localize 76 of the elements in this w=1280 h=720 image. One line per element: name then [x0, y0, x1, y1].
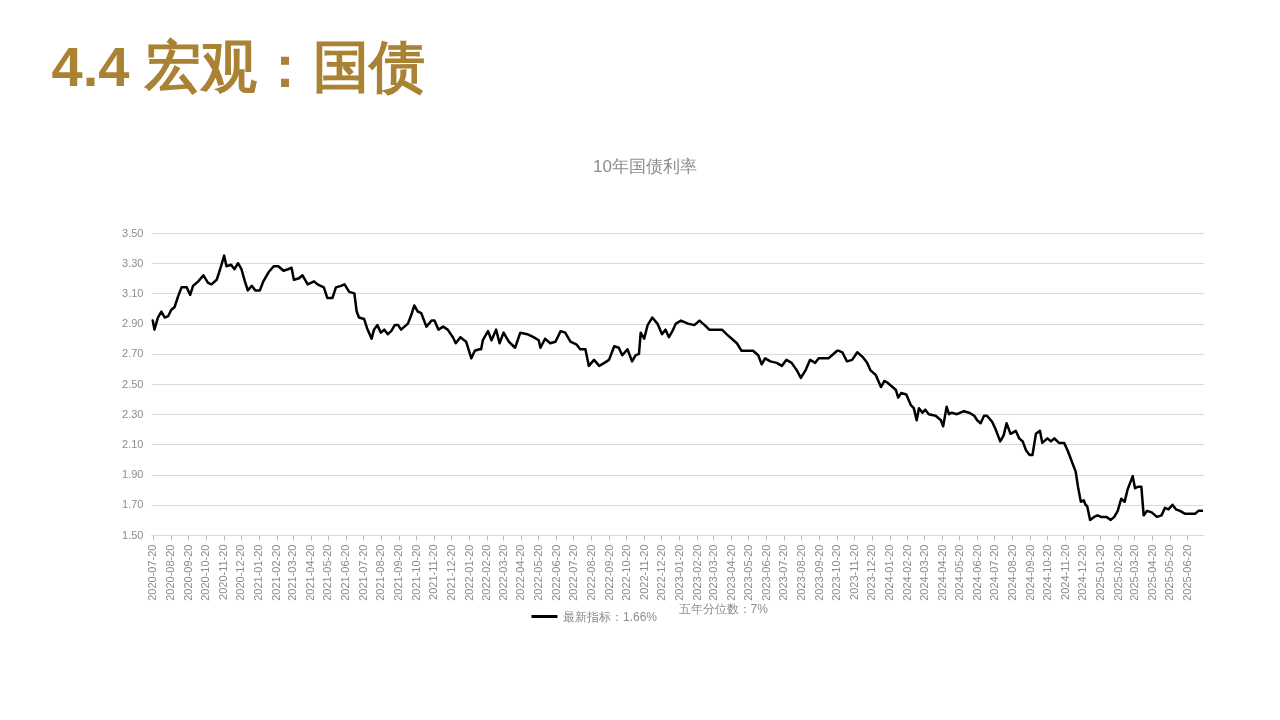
x-tick-label: 2024-12-20	[1076, 544, 1089, 601]
x-tick-label: 2023-11-20	[847, 544, 860, 600]
x-tick-label: 2023-06-20	[759, 544, 772, 601]
x-tick-label: 2023-02-20	[690, 544, 703, 601]
x-tick-label: 2023-12-20	[865, 544, 878, 601]
x-tick-label: 2023-09-20	[812, 544, 825, 601]
x-tick-label: 2023-04-20	[724, 544, 737, 601]
x-tick-label: 2022-05-20	[531, 544, 544, 601]
x-tick-label: 2021-04-20	[304, 544, 317, 601]
chart-title: 4.4 宏观：国债	[51, 35, 425, 98]
x-tick-label: 2020-10-20	[199, 544, 212, 601]
x-tick-label: 2025-01-20	[1093, 544, 1106, 601]
x-tick-label: 2021-02-20	[270, 544, 283, 601]
x-tick-label: 2020-07-20	[146, 544, 159, 601]
x-tick-label: 2023-01-20	[672, 544, 685, 601]
x-tick-label: 2021-01-20	[252, 544, 265, 601]
y-tick-label: 1.50	[122, 528, 144, 541]
x-tick-label: 2021-08-20	[374, 544, 387, 601]
x-tick-label: 2021-07-20	[356, 544, 369, 601]
x-tick-label: 2021-12-20	[444, 544, 457, 601]
y-tick-label: 1.70	[122, 498, 144, 511]
x-tick-label: 2024-07-20	[987, 544, 1000, 601]
x-tick-label: 2021-11-20	[427, 544, 440, 600]
x-tick-label: 2023-08-20	[794, 544, 807, 601]
x-tick-label: 2023-05-20	[741, 544, 754, 601]
y-tick-label: 2.50	[122, 377, 144, 390]
x-tick-label: 2021-03-20	[286, 544, 299, 601]
x-tick-label: 2022-02-20	[480, 544, 493, 601]
y-tick-label: 3.50	[122, 226, 144, 239]
x-tick-label: 2021-10-20	[409, 544, 422, 601]
x-tick-label: 2024-09-20	[1023, 544, 1036, 601]
y-tick-label: 2.30	[122, 407, 144, 420]
x-tick-label: 2023-10-20	[830, 544, 843, 601]
x-tick-label: 2021-06-20	[339, 544, 352, 601]
line-series	[151, 254, 1203, 522]
x-tick-label: 2022-12-20	[654, 544, 667, 601]
x-tick-label: 2024-03-20	[917, 544, 930, 601]
x-tick-label: 2022-11-20	[637, 544, 650, 600]
x-tick-label: 2024-04-20	[935, 544, 948, 601]
x-tick-label: 2022-09-20	[602, 544, 615, 601]
x-tick-label: 2024-06-20	[970, 544, 983, 601]
x-tick-label: 2020-08-20	[164, 544, 177, 601]
x-tick-label: 2022-03-20	[496, 544, 509, 601]
chart-subtitle: 10年国债利率	[593, 157, 697, 176]
y-tick-label: 1.90	[122, 468, 144, 481]
x-tick-label: 2022-08-20	[584, 544, 597, 601]
x-tick-label: 2025-02-20	[1111, 544, 1124, 601]
x-tick-label: 2020-11-20	[217, 544, 230, 600]
x-tick-label: 2022-07-20	[566, 544, 579, 601]
x-tick-label: 2024-08-20	[1005, 544, 1018, 601]
y-tick-label: 2.10	[122, 437, 144, 450]
x-tick-label: 2025-05-20	[1163, 544, 1176, 601]
x-tick-label: 2024-02-20	[900, 544, 913, 601]
legend-label: 最新指标：1.66%	[562, 609, 658, 624]
x-tick-label: 2021-09-20	[392, 544, 405, 601]
x-tick-label: 2023-07-20	[777, 544, 790, 601]
x-tick-label: 2022-01-20	[462, 544, 475, 601]
x-tick-label: 2025-06-20	[1180, 544, 1193, 601]
x-tick-label: 2023-03-20	[706, 544, 719, 601]
x-tick-label: 2024-11-20	[1058, 544, 1071, 600]
x-tick-label: 2024-10-20	[1040, 544, 1053, 601]
x-tick-label: 2025-04-20	[1145, 544, 1158, 601]
x-tick-label: 2020-12-20	[234, 544, 247, 601]
x-tick-label: 2022-10-20	[619, 544, 632, 601]
x-tick-label: 2021-05-20	[321, 544, 334, 601]
text: 五年分位数：7%	[678, 602, 769, 616]
x-tick-label: 2025-03-20	[1127, 544, 1140, 601]
x-tick-label: 2020-09-20	[181, 544, 194, 601]
y-tick-label: 3.30	[122, 256, 144, 269]
x-tick-label: 2024-05-20	[952, 544, 965, 601]
x-tick-label: 2022-04-20	[514, 544, 527, 601]
x-tick-label: 2022-06-20	[549, 544, 562, 601]
y-tick-label: 2.70	[122, 347, 144, 360]
y-tick-label: 3.10	[122, 286, 144, 299]
x-tick-label: 2024-01-20	[883, 544, 896, 601]
y-tick-label: 2.90	[122, 317, 144, 330]
